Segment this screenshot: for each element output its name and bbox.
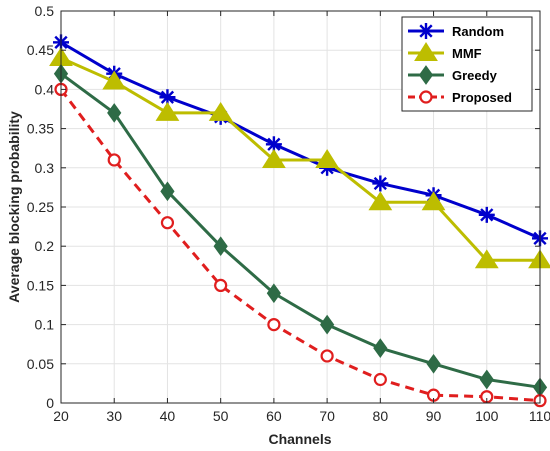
y-tick-label: 0.05 [27, 356, 54, 372]
data-point-mmf [368, 191, 393, 211]
data-point-mmf [315, 149, 340, 168]
legend-marker-proposed [419, 90, 433, 104]
data-point-proposed [373, 372, 387, 387]
series-line-greedy [60, 72, 541, 389]
y-tick-label: 0.45 [27, 42, 54, 58]
x-tick-label: 20 [53, 408, 69, 424]
y-tick-label: 0.15 [27, 277, 54, 293]
data-point-proposed [214, 278, 228, 292]
y-tick-label: 0 [46, 395, 54, 411]
data-point-random [478, 206, 495, 223]
x-tick-label: 60 [266, 408, 282, 424]
series-line-proposed [59, 88, 541, 403]
data-point-greedy [479, 369, 494, 390]
x-tick-label: 50 [213, 408, 229, 424]
y-tick-label: 0.4 [35, 81, 55, 97]
y-tick-label: 0.1 [35, 317, 55, 333]
asterisk-stroke [160, 90, 175, 104]
data-point-greedy [160, 181, 175, 202]
y-tick-label: 0.5 [35, 3, 55, 19]
x-tick-label: 110 [529, 408, 550, 424]
data-point-greedy [319, 314, 335, 335]
data-point-greedy [373, 338, 388, 358]
legend-marker-mmf [414, 42, 438, 61]
legend-marker-greedy [418, 65, 434, 85]
legend-marker-random [418, 23, 434, 39]
data-point-mmf [421, 191, 446, 211]
data-point-mmf [208, 101, 233, 121]
asterisk-stroke [480, 208, 494, 222]
data-point-proposed [320, 349, 334, 363]
y-tick-label: 0.25 [27, 199, 54, 215]
data-point-mmf [155, 101, 180, 121]
x-tick-label: 80 [373, 408, 389, 424]
legend-label-mmf: MMF [452, 46, 482, 61]
data-point-proposed [267, 318, 281, 332]
asterisk-stroke [373, 176, 387, 191]
data-point-greedy [107, 103, 122, 123]
series-line-mmf [60, 56, 540, 262]
y-tick-label: 0.3 [35, 160, 55, 176]
legend-label-random: Random [452, 24, 504, 39]
legend: Random MMF Greedy Proposed [401, 16, 533, 112]
x-tick-label: 90 [426, 408, 442, 424]
data-point-mmf [102, 70, 127, 90]
x-tick-label: 30 [106, 408, 122, 424]
data-point-mmf [261, 149, 286, 168]
data-point-greedy [266, 283, 282, 304]
x-tick-label: 70 [319, 408, 335, 424]
data-point-proposed [107, 153, 121, 167]
y-axis-title: Average blocking probability [6, 111, 22, 303]
x-tick-label: 100 [475, 408, 499, 424]
data-point-random [372, 175, 389, 192]
data-point-proposed [160, 216, 175, 230]
y-tick-label: 0.35 [27, 121, 54, 137]
ticks: 20 30 40 50 60 70 80 90 100 110 0 0.05 0.1 0.15 0.2 0.2… [27, 3, 550, 424]
x-axis-title: Channels [268, 431, 331, 447]
legend-label-greedy: Greedy [452, 68, 498, 83]
x-tick-label: 40 [160, 408, 176, 424]
y-tick-label: 0.2 [35, 238, 55, 254]
asterisk-stroke [267, 137, 281, 151]
data-point-mmf [474, 249, 499, 269]
data-point-greedy [426, 353, 441, 374]
series-greedy [53, 63, 548, 398]
series-line-random [60, 41, 541, 240]
legend-label-proposed: Proposed [452, 90, 512, 105]
data-point-greedy [213, 236, 228, 257]
asterisk-stroke [419, 24, 433, 38]
